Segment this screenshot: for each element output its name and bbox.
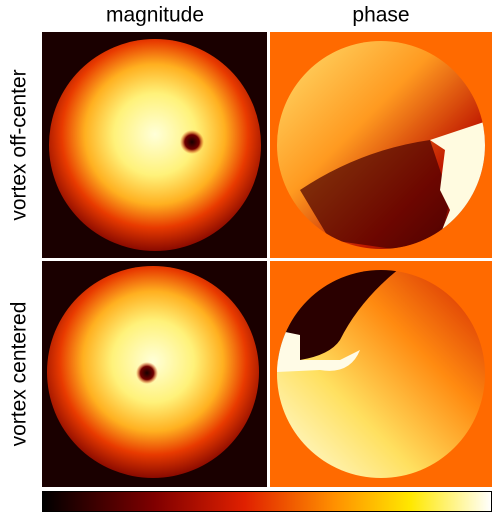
row-label: vortex centered [8,302,31,447]
figure: magnitude phase vortex off-center vortex… [0,0,492,514]
row-label: vortex off-center [8,69,31,220]
vortex [136,362,158,384]
column-label: magnitude [106,4,204,27]
vortex [180,130,204,154]
beam [49,39,261,251]
colorbar [43,492,492,512]
column-label: phase [352,4,409,27]
